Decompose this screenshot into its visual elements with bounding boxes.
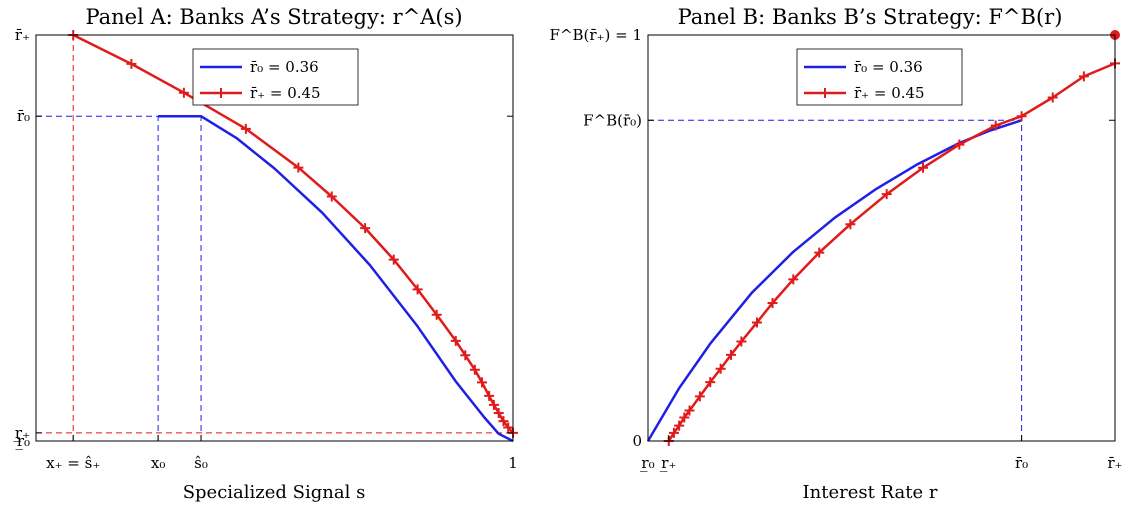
- panel-b-y-tick-label: 0: [632, 432, 642, 450]
- panel-a-series-point: [388, 254, 399, 265]
- panel-a-series-point: [240, 123, 251, 134]
- panel-a-series-point: [488, 399, 499, 410]
- panel-b-series-point: [694, 391, 705, 402]
- panel-a-series-point: [476, 377, 487, 388]
- panel-a-series-line-blue: [158, 114, 514, 443]
- panel-b-series-point: [715, 363, 726, 374]
- panel-a-x-tick-label: 1: [508, 454, 518, 472]
- panel-a-series-point: [178, 87, 189, 98]
- panel-b-legend: r̄₀ = 0.36 r̄₊ = 0.45: [796, 48, 963, 106]
- panel-b-series-point: [736, 336, 747, 347]
- panel-b-series-point: [990, 120, 1001, 131]
- panel-b-series-point: [674, 420, 685, 431]
- panel-a-y-tick-label: r̲₊: [13, 424, 30, 442]
- panel-b-x-tick-label: r̄₊: [1107, 454, 1122, 472]
- panel-a-series-point: [460, 350, 471, 361]
- panel-a-x-tick-label: x₀: [151, 454, 165, 472]
- panel-b-series-point: [679, 412, 690, 423]
- panel-a-x-axis-label: Specialized Signal s: [183, 482, 366, 503]
- panel-b-x-tick-label: r̲₀: [640, 454, 655, 472]
- panel-b-x-tick-label: r̄₀: [1015, 454, 1028, 472]
- panel-a-series-point: [326, 191, 337, 202]
- panel-b-series-point: [1078, 71, 1089, 82]
- panel-a-series-point: [484, 390, 495, 401]
- panel-b-series-point: [954, 139, 965, 150]
- panel-a-legend-blue-label: r̄₀ = 0.36: [250, 58, 319, 76]
- panel-b-series-point: [767, 297, 778, 308]
- panel-b-series-point: [814, 247, 825, 258]
- panel-a-series-point: [412, 284, 423, 295]
- panel-a-series-point: [493, 408, 504, 419]
- panel-a-y-tick-label: r̄₀: [17, 107, 30, 125]
- panel-a-series-point: [498, 416, 509, 427]
- panel-a-legend-red-marker: [216, 88, 226, 98]
- panel-b-series-point: [751, 317, 762, 328]
- panel-b-y-tick-label: F^B(r̄₊) = 1: [550, 26, 642, 44]
- panel-b-legend-blue-label: r̄₀ = 0.36: [854, 58, 923, 76]
- panel-b-series-line-blue: [646, 119, 1022, 442]
- panel-a-axes-frame: [35, 34, 514, 442]
- panel-a-ticks: x₊ = ŝ₊ x₀ ŝ₀ 1 r̄₊ r̄₀ r̲₊r̲₀: [13, 26, 518, 472]
- panel-b-series-point: [1016, 111, 1027, 122]
- panel-a-y-tick-label: r̄₊: [15, 26, 30, 44]
- panel-b-x-axis-label: Interest Rate r: [803, 482, 938, 503]
- panel-a-series-point: [126, 58, 137, 69]
- panel-a-y-tick-label: r̲₀: [15, 432, 30, 450]
- panel-b-legend-red-label: r̄₊ = 0.45: [854, 84, 925, 102]
- panel-a-series-point: [360, 223, 371, 234]
- panel-b-series-point: [705, 377, 716, 388]
- panel-a: Panel A: Banks A’s Strategy: r^A(s) x₊ =…: [13, 5, 518, 503]
- panel-a-reference-lines: [36, 35, 513, 441]
- panel-a-series-point: [469, 364, 480, 375]
- panel-b-series-point: [668, 427, 679, 438]
- panel-b-y-tick-label: F^B(r̄₀): [583, 111, 642, 129]
- panel-b-series-point: [684, 405, 695, 416]
- panel-a-series-point: [450, 335, 461, 346]
- panel-a-series-point: [293, 162, 304, 173]
- panel-b-x-tick-label: r̲₊: [659, 454, 676, 472]
- panel-b-axes-frame: [647, 34, 1116, 442]
- panel-a-series-point: [503, 422, 514, 433]
- panel-b-reference-lines: [648, 119, 1023, 441]
- panel-a-x-tick-label: x₊ = ŝ₊: [46, 454, 100, 472]
- panel-a-series-point: [431, 309, 442, 320]
- panel-b-series-point: [788, 274, 799, 285]
- panel-b-series-point: [845, 219, 856, 230]
- panel-a-title: Panel A: Banks A’s Strategy: r^A(s): [85, 5, 462, 29]
- panel-b-series-point: [1047, 92, 1058, 103]
- panel-a-legend: r̄₀ = 0.36 r̄₊ = 0.45: [192, 48, 359, 106]
- panel-b-legend-red-marker: [820, 88, 830, 98]
- panel-a-x-tick-label: ŝ₀: [194, 454, 208, 472]
- panel-b-series-point: [726, 349, 737, 360]
- panel-a-legend-red-label: r̄₊ = 0.45: [250, 84, 321, 102]
- panel-b-series-point: [881, 189, 892, 200]
- panel-b-ticks: r̲₀ r̲₊ r̄₀ r̄₊ F^B(r̄₊) = 1 F^B(r̄₀) 0: [550, 26, 1123, 472]
- panel-a-series: [68, 30, 518, 443]
- panel-b-title: Panel B: Banks B’s Strategy: F^B(r): [678, 5, 1063, 29]
- panel-b: Panel B: Banks B’s Strategy: F^B(r) r̲₀ r…: [550, 5, 1123, 503]
- panel-b-series: [646, 30, 1120, 446]
- panel-b-series-point: [918, 162, 929, 173]
